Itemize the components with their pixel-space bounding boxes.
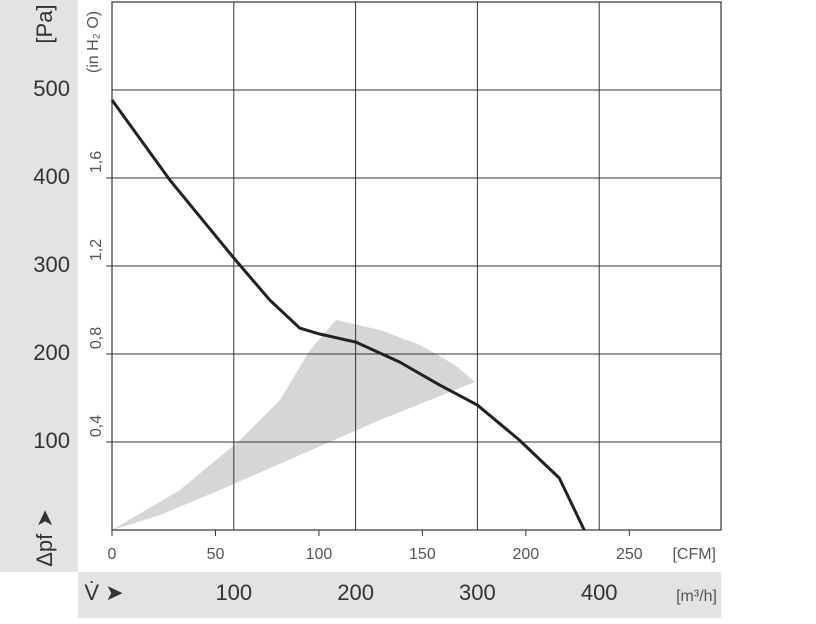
- y-label: [Pa]: [32, 4, 57, 43]
- y-tick-label: 400: [33, 164, 70, 189]
- y-tick-label: 500: [33, 76, 70, 101]
- grid: [112, 2, 721, 530]
- x-band: [78, 572, 721, 618]
- y2-tick-label: 0,4: [88, 415, 105, 437]
- y-tick-label: 300: [33, 252, 70, 277]
- x2-tick-label: 150: [409, 546, 436, 563]
- x-tick-label: 300: [459, 580, 496, 605]
- x2-label: [CFM]: [672, 546, 716, 563]
- operating-range: [112, 320, 475, 530]
- x-tick-label: 100: [215, 580, 252, 605]
- fan-curve: [110, 99, 586, 531]
- x2-tick-label: 200: [513, 546, 540, 563]
- x2-tick-label: 100: [306, 546, 333, 563]
- y-tick-label: 100: [33, 428, 70, 453]
- y2-tick-label: 1,2: [88, 239, 105, 261]
- y-symbol: Δpf ➤: [32, 509, 57, 567]
- x-symbol: V̇ ➤: [84, 580, 123, 605]
- x2-tick-label: 250: [616, 546, 643, 563]
- y-tick-label: 200: [33, 340, 70, 365]
- y-band: [0, 0, 78, 572]
- y2-label: (in H₂ O): [85, 11, 102, 73]
- y2-tick-label: 0,8: [88, 327, 105, 349]
- x-tick-label: 200: [337, 580, 374, 605]
- x2-tick-label: 50: [207, 546, 225, 563]
- x2-tick-label: 0: [108, 546, 117, 563]
- y2-tick-label: 1,6: [88, 151, 105, 173]
- x-label: [m³/h]: [676, 588, 717, 605]
- x-tick-label: 400: [581, 580, 618, 605]
